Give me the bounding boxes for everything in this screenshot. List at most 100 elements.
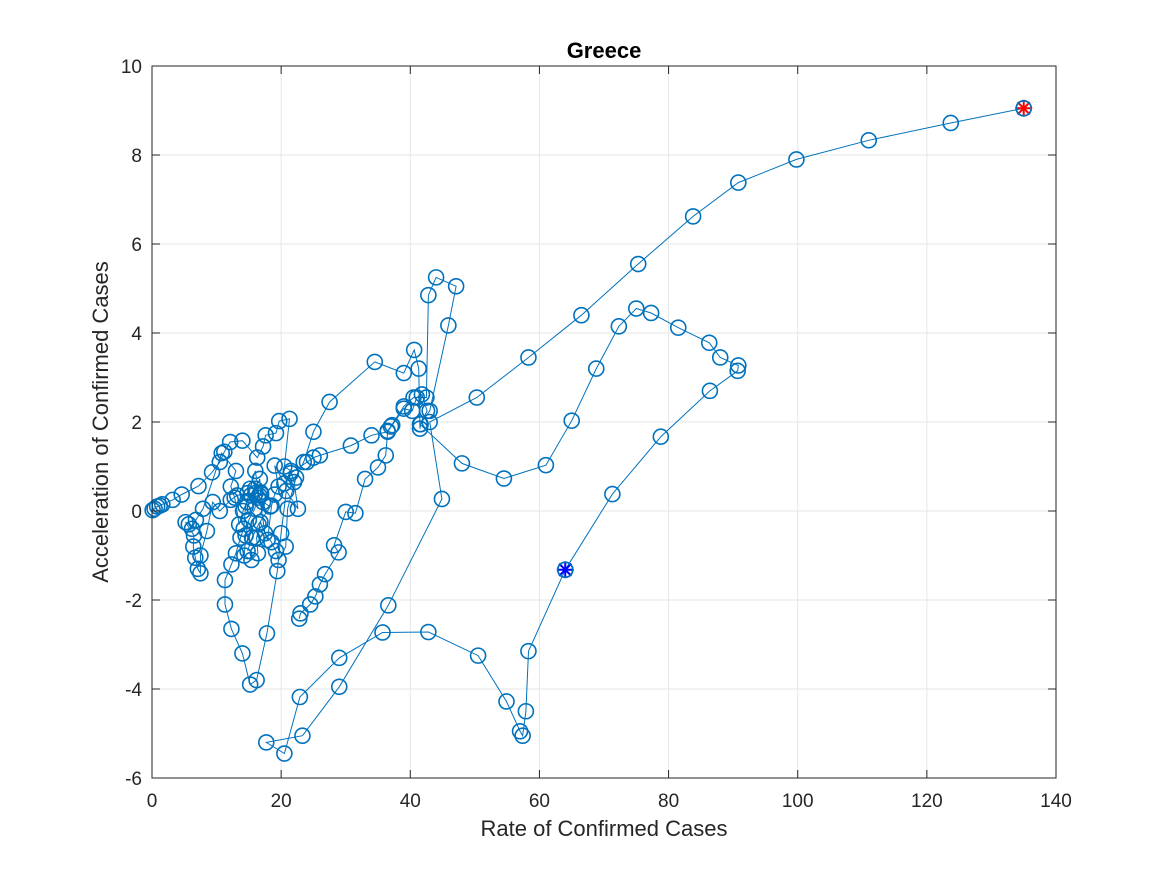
data-point (301, 596, 319, 613)
data-point (520, 349, 537, 366)
data-point (190, 477, 207, 495)
data-point (281, 410, 298, 428)
data-point (447, 277, 465, 295)
y-tick-label: 0 (131, 502, 142, 523)
x-tick-label: 100 (782, 791, 814, 812)
data-point (342, 437, 360, 454)
data-point (433, 490, 451, 508)
data-point (305, 449, 322, 466)
x-tick-label: 20 (271, 791, 292, 812)
data-point (511, 722, 529, 740)
data-point (189, 560, 207, 578)
data-point (405, 341, 423, 359)
data-point (241, 480, 259, 498)
data-point (241, 676, 259, 693)
data-point (192, 547, 209, 564)
data-point (180, 516, 198, 533)
y-tick-label: 10 (121, 57, 142, 78)
data-point (730, 174, 747, 191)
data-point (311, 576, 329, 593)
data-point (380, 597, 397, 614)
data-point (216, 596, 234, 613)
data-point (268, 562, 286, 580)
data-point (669, 319, 687, 336)
data-point (495, 470, 513, 487)
data-point (239, 484, 256, 502)
data-point (330, 678, 348, 696)
data-point (254, 438, 272, 455)
data-point (363, 427, 380, 444)
data-point (305, 423, 322, 441)
data-point (227, 544, 245, 562)
data-point (211, 502, 229, 520)
x-tick-label: 40 (400, 791, 421, 812)
data-point (235, 520, 252, 538)
data-point (252, 513, 269, 531)
data-point (177, 513, 194, 531)
data-point (211, 453, 229, 471)
end-marker (1015, 99, 1033, 117)
data-point (223, 556, 240, 573)
data-point (514, 727, 531, 745)
data-point (517, 702, 535, 720)
data-point (252, 485, 270, 503)
data-point (263, 533, 280, 551)
data-point (520, 642, 537, 660)
series-line (298, 276, 739, 619)
data-point (321, 393, 338, 411)
x-tick-label: 0 (147, 791, 158, 812)
data-point (421, 413, 438, 431)
data-point (258, 625, 276, 642)
y-tick-label: 8 (131, 146, 142, 167)
data-point (684, 208, 702, 225)
data-point (270, 412, 288, 430)
data-point (276, 745, 293, 762)
data-point (173, 486, 191, 503)
data-point (730, 357, 747, 374)
data-point (234, 432, 251, 449)
data-point (266, 457, 283, 474)
chart-title: Greece (567, 38, 642, 63)
data-point (294, 727, 311, 745)
data-point (573, 306, 590, 324)
data-point (154, 496, 171, 513)
data-point (413, 386, 431, 403)
data-point (307, 588, 324, 605)
data-point (257, 734, 275, 751)
data-point (701, 382, 719, 400)
data-point (330, 649, 348, 667)
data-point (164, 491, 181, 509)
data-point (213, 444, 231, 462)
data-point (316, 565, 334, 583)
series-line (264, 107, 1024, 755)
x-tick-label: 120 (911, 791, 943, 812)
data-point (410, 360, 427, 377)
data-point (537, 456, 555, 474)
y-tick-label: 2 (131, 413, 142, 434)
data-point (192, 564, 209, 582)
y-tick-label: 4 (131, 324, 142, 345)
data-point (860, 132, 878, 149)
data-point (587, 360, 605, 377)
data-point (942, 114, 960, 132)
data-point (563, 412, 581, 429)
data-point (418, 389, 435, 406)
data-point (287, 469, 305, 486)
data-point (295, 453, 313, 471)
x-axis-label: Rate of Confirmed Cases (481, 816, 728, 841)
data-point (257, 427, 274, 444)
data-point (216, 571, 234, 589)
data-point (198, 522, 216, 540)
data-point (216, 443, 233, 461)
series-line (152, 348, 428, 686)
data-point (356, 470, 374, 488)
data-point (395, 398, 413, 415)
data-point (369, 459, 387, 476)
data-point (292, 605, 309, 622)
x-tick-label: 80 (658, 791, 679, 812)
data-point (700, 334, 718, 352)
data-point (420, 286, 437, 304)
y-tick-label: -6 (125, 769, 142, 790)
data-point (240, 511, 258, 529)
